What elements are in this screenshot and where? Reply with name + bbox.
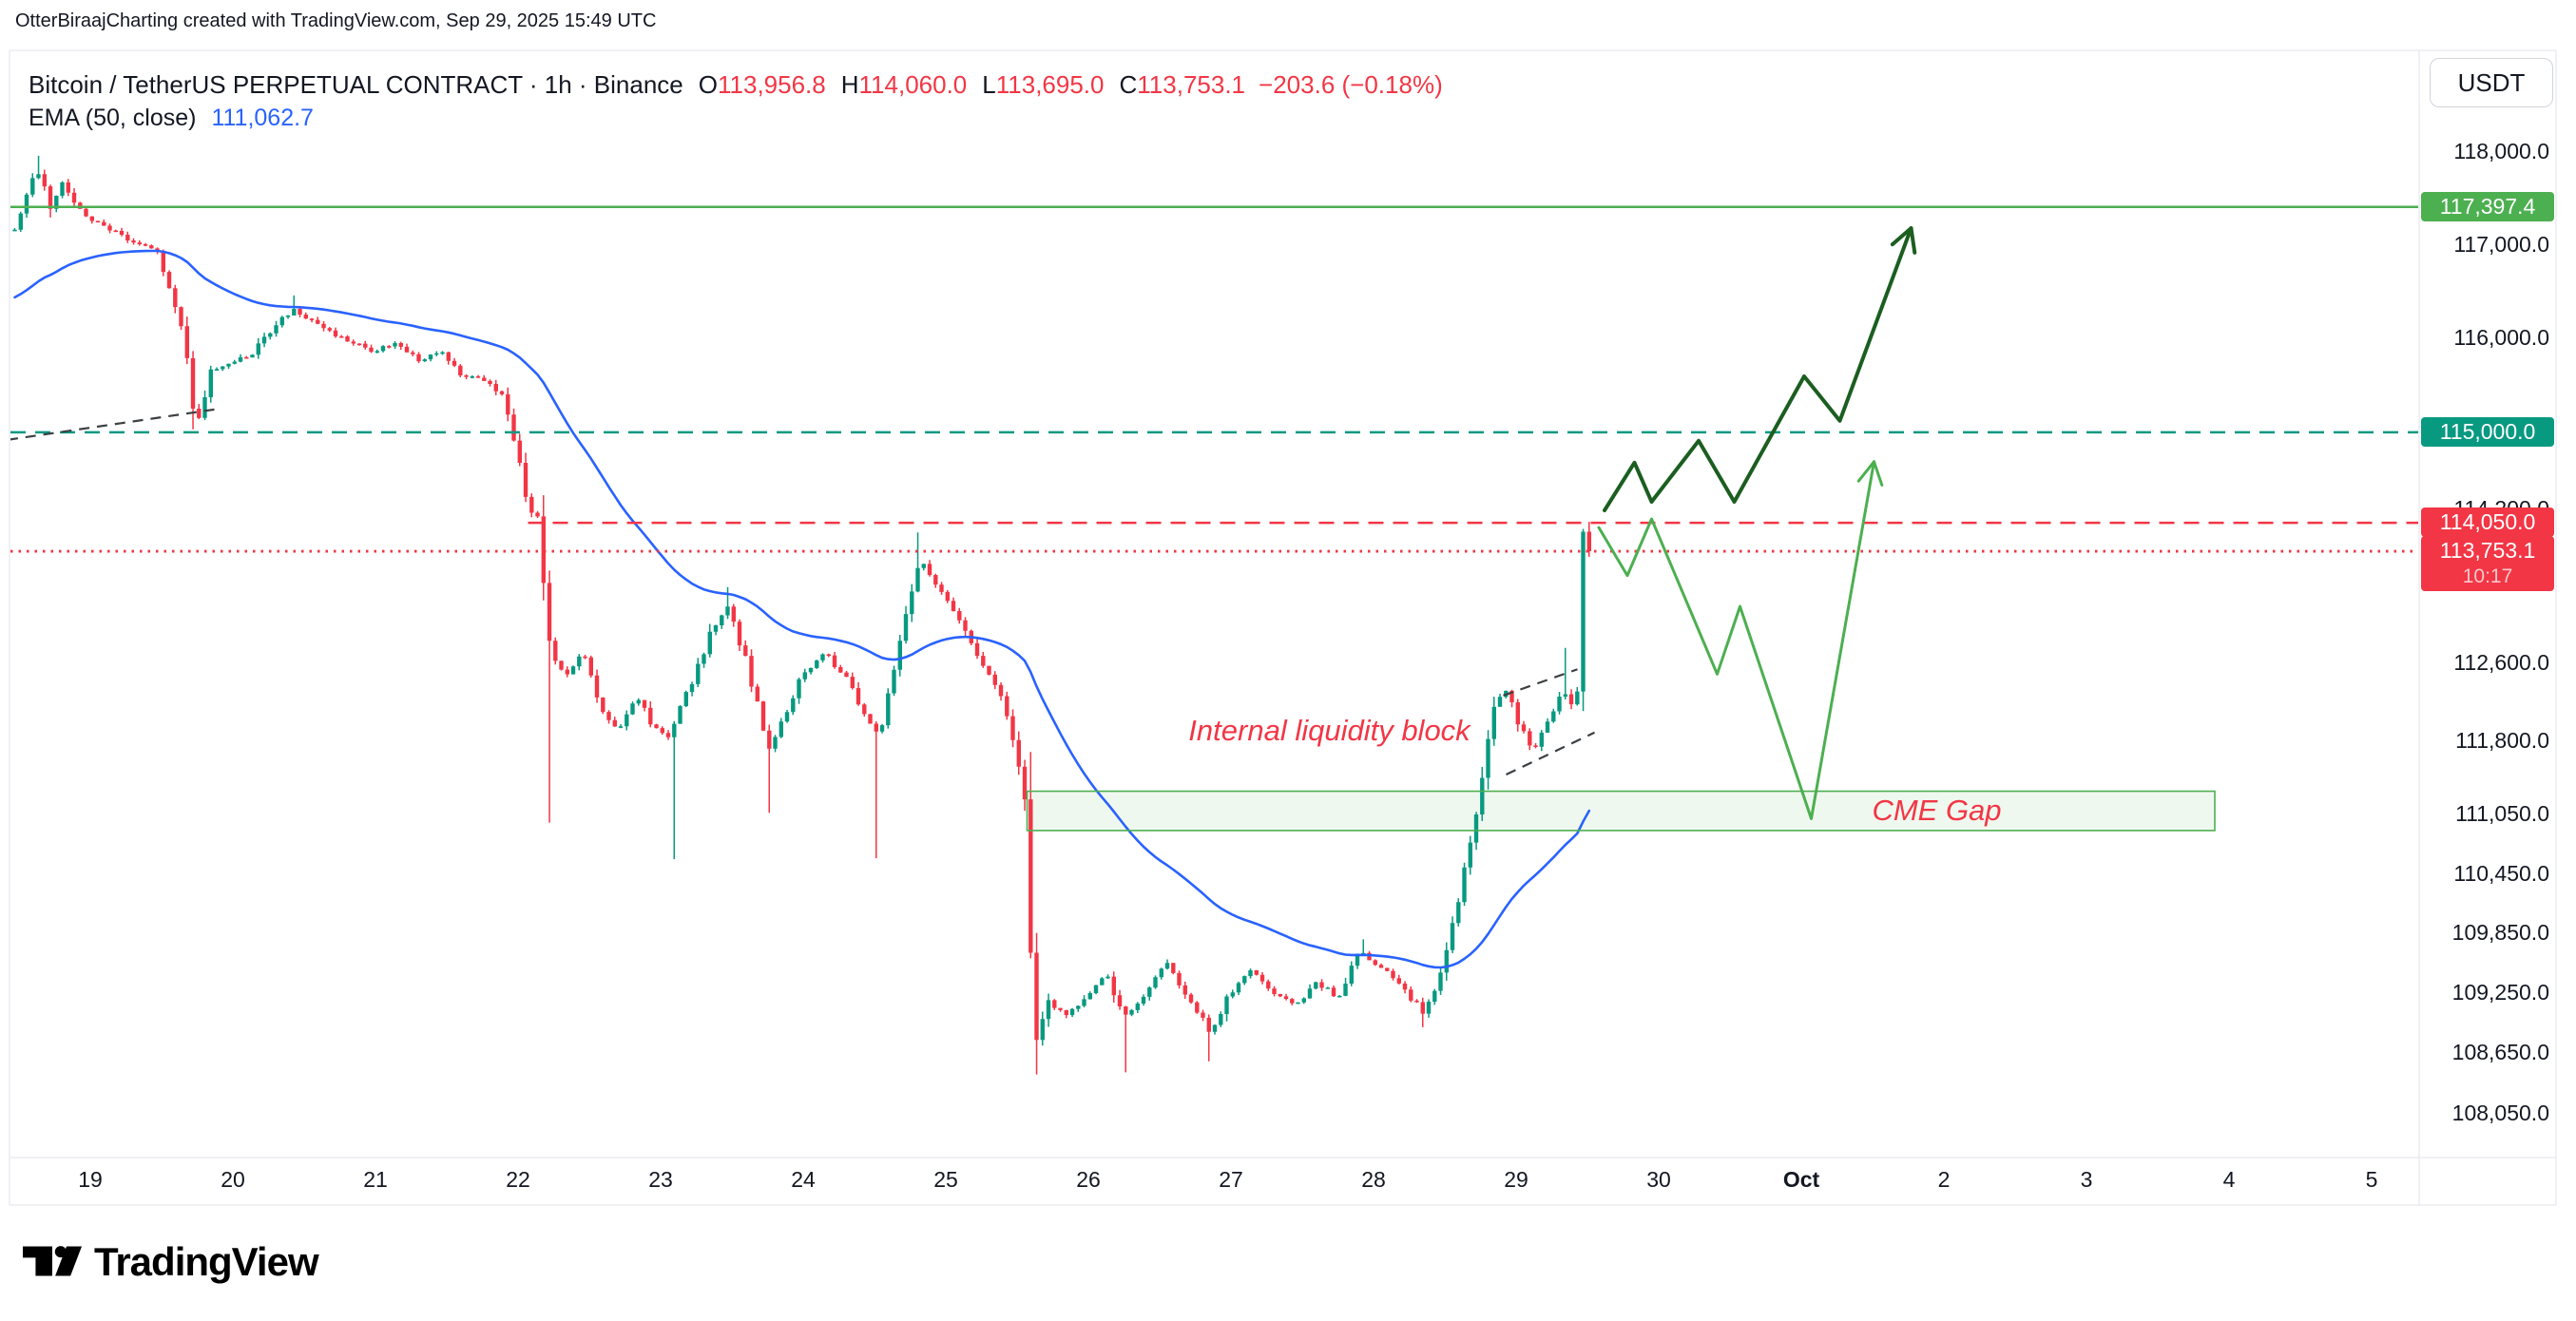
tradingview-logo-icon bbox=[23, 1246, 82, 1276]
time-tick-label: Oct bbox=[1782, 1167, 1820, 1192]
price-tick-label: 109,250.0 bbox=[2451, 980, 2549, 1005]
time-tick-label: 29 bbox=[1504, 1167, 1528, 1192]
countdown-timer: 10:17 bbox=[2462, 565, 2513, 588]
price-tick-label: 117,000.0 bbox=[2453, 231, 2549, 257]
time-tick-label: 19 bbox=[78, 1167, 103, 1192]
price-tick-label: 118,000.0 bbox=[2453, 139, 2549, 163]
price-tick-label: 110,450.0 bbox=[2453, 860, 2549, 886]
change-value: −203.6 (−0.18%) bbox=[1259, 70, 1443, 99]
price-tick-label: 108,650.0 bbox=[2451, 1040, 2549, 1065]
price-tag: 115,000.0 bbox=[2421, 416, 2554, 447]
open-value: 113,956.8 bbox=[718, 70, 826, 99]
time-tick-label: 26 bbox=[1076, 1167, 1101, 1192]
time-tick-label: 25 bbox=[933, 1167, 958, 1192]
cme-gap-annotation[interactable]: CME Gap bbox=[1872, 794, 2002, 828]
price-tag: 113,753.1 10:17 bbox=[2421, 536, 2554, 592]
time-tick-label: 2 bbox=[1937, 1167, 1951, 1192]
currency-toggle-button[interactable]: USDT bbox=[2430, 58, 2553, 107]
low-label: L bbox=[982, 70, 996, 99]
chart-legend-line2: EMA (50, close) 111,062.7 bbox=[29, 105, 314, 132]
attribution-text: OtterBiraajCharting created with Trading… bbox=[15, 10, 657, 31]
close-value: 113,753.1 bbox=[1137, 70, 1246, 99]
liquidity-block-annotation[interactable]: Internal liquidity block bbox=[1188, 713, 1471, 747]
indicator-value: 111,062.7 bbox=[211, 105, 314, 131]
high-label: H bbox=[840, 70, 859, 99]
time-tick-label: 30 bbox=[1646, 1167, 1671, 1192]
price-tick-label: 111,800.0 bbox=[2455, 727, 2549, 753]
price-tick-label: 112,600.0 bbox=[2453, 650, 2549, 676]
tradingview-logo[interactable]: TradingView bbox=[23, 1239, 319, 1285]
time-tick-label: 27 bbox=[1219, 1167, 1243, 1192]
indicator-label[interactable]: EMA (50, close) bbox=[29, 105, 197, 131]
price-tag: 117,397.4 bbox=[2421, 191, 2554, 221]
chart-legend-line1: Bitcoin / TetherUS PERPETUAL CONTRACT · … bbox=[29, 70, 1443, 100]
time-tick-label: 22 bbox=[506, 1167, 530, 1192]
price-tick-label: 116,000.0 bbox=[2453, 325, 2549, 351]
time-tick-label: 23 bbox=[648, 1167, 673, 1192]
price-tick-label: 109,850.0 bbox=[2451, 920, 2549, 946]
close-label: C bbox=[1119, 70, 1138, 99]
tradingview-logo-text: TradingView bbox=[94, 1239, 319, 1284]
price-tick-label: 108,050.0 bbox=[2451, 1100, 2549, 1125]
time-tick-label: 4 bbox=[2222, 1167, 2236, 1192]
time-tick-label: 28 bbox=[1361, 1167, 1386, 1192]
price-tick-label: 111,050.0 bbox=[2455, 801, 2549, 827]
time-tick-label: 20 bbox=[221, 1167, 245, 1192]
open-label: O bbox=[698, 70, 718, 99]
symbol-title[interactable]: Bitcoin / TetherUS PERPETUAL CONTRACT · … bbox=[29, 70, 683, 99]
time-tick-label: 21 bbox=[363, 1167, 388, 1192]
high-value: 114,060.0 bbox=[858, 70, 968, 99]
time-tick-label: 3 bbox=[2080, 1167, 2093, 1192]
price-tag: 114,050.0 bbox=[2421, 507, 2554, 538]
time-tick-label: 24 bbox=[791, 1167, 816, 1192]
time-tick-label: 5 bbox=[2365, 1167, 2378, 1192]
low-value: 113,695.0 bbox=[995, 70, 1105, 99]
